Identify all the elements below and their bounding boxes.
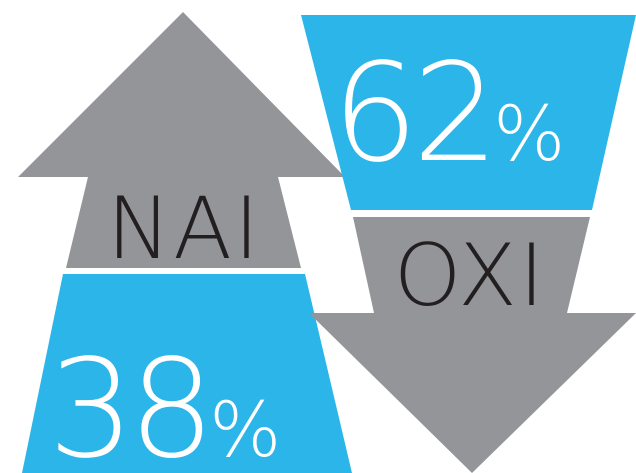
down-arrow-head (309, 313, 636, 473)
up-arrow-head (18, 12, 345, 177)
yes-label: NAI (107, 179, 262, 279)
up-arrow-shaft-gray (66, 177, 301, 268)
yes-percent-value: 38% (48, 331, 276, 473)
up-arrow-shaft-blue (22, 274, 352, 473)
no-label: OXI (394, 226, 546, 326)
down-arrow-shaft-gray (353, 217, 590, 313)
no-percent-value: 62% (332, 35, 560, 193)
down-arrow-shaft-blue (301, 15, 636, 210)
